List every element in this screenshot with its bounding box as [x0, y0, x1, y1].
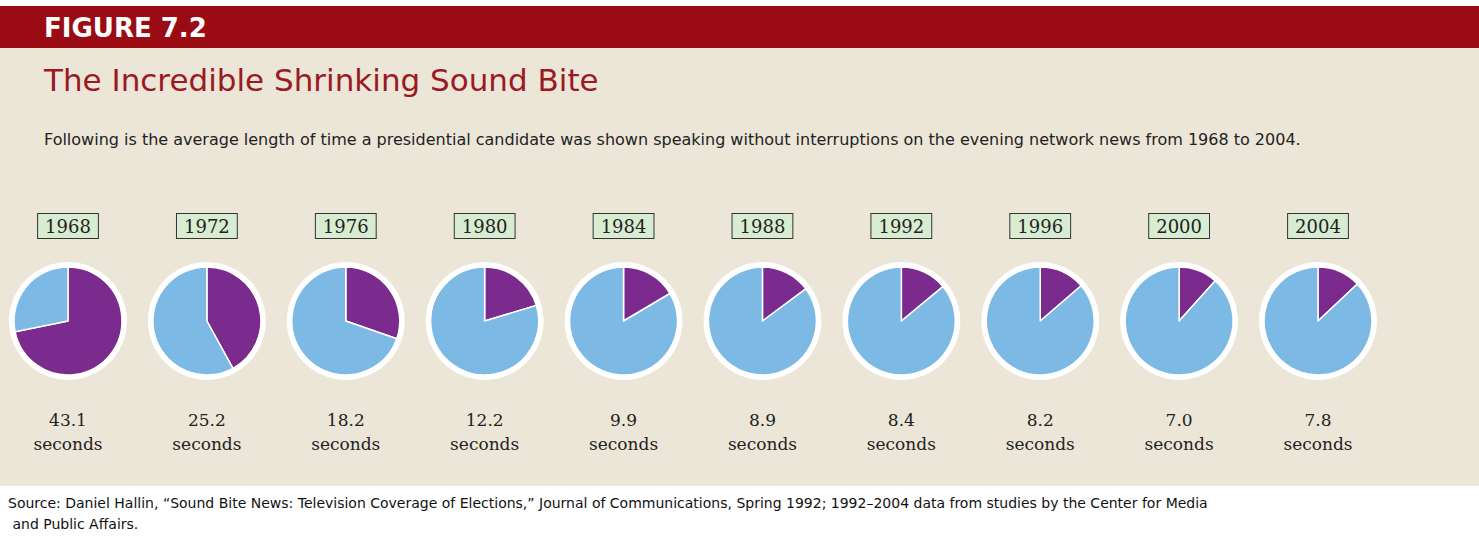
- svg-text:8.4: 8.4: [888, 410, 915, 430]
- svg-text:1972: 1972: [184, 216, 230, 237]
- svg-text:18.2: 18.2: [327, 410, 365, 430]
- svg-text:and Public Affairs.: and Public Affairs.: [8, 516, 138, 532]
- svg-text:1980: 1980: [462, 216, 508, 237]
- svg-text:seconds: seconds: [311, 434, 380, 454]
- svg-text:FIGURE 7.2: FIGURE 7.2: [44, 13, 207, 43]
- svg-text:seconds: seconds: [867, 434, 936, 454]
- svg-text:1992: 1992: [878, 216, 924, 237]
- svg-text:The Incredible Shrinking Sound: The Incredible Shrinking Sound Bite: [43, 62, 599, 98]
- svg-text:seconds: seconds: [450, 434, 519, 454]
- svg-text:7.0: 7.0: [1166, 410, 1193, 430]
- svg-text:1976: 1976: [323, 216, 369, 237]
- svg-text:seconds: seconds: [1145, 434, 1214, 454]
- svg-text:8.9: 8.9: [749, 410, 776, 430]
- svg-text:8.2: 8.2: [1027, 410, 1054, 430]
- svg-text:1996: 1996: [1017, 216, 1063, 237]
- svg-text:1968: 1968: [45, 216, 91, 237]
- svg-text:43.1: 43.1: [49, 410, 87, 430]
- svg-text:seconds: seconds: [172, 434, 241, 454]
- svg-text:7.8: 7.8: [1304, 410, 1331, 430]
- svg-text:2000: 2000: [1156, 216, 1202, 237]
- svg-text:seconds: seconds: [589, 434, 658, 454]
- svg-text:seconds: seconds: [1283, 434, 1352, 454]
- svg-text:9.9: 9.9: [610, 410, 637, 430]
- svg-text:25.2: 25.2: [188, 410, 226, 430]
- svg-text:12.2: 12.2: [466, 410, 504, 430]
- svg-text:seconds: seconds: [1006, 434, 1075, 454]
- svg-text:seconds: seconds: [33, 434, 102, 454]
- svg-text:1988: 1988: [740, 216, 786, 237]
- svg-text:Source: Daniel Hallin, “Sound: Source: Daniel Hallin, “Sound Bite News:…: [8, 495, 1208, 511]
- svg-text:2004: 2004: [1295, 216, 1341, 237]
- svg-text:seconds: seconds: [728, 434, 797, 454]
- svg-text:Following is the average lengt: Following is the average length of time …: [44, 130, 1301, 149]
- svg-text:1984: 1984: [601, 216, 647, 237]
